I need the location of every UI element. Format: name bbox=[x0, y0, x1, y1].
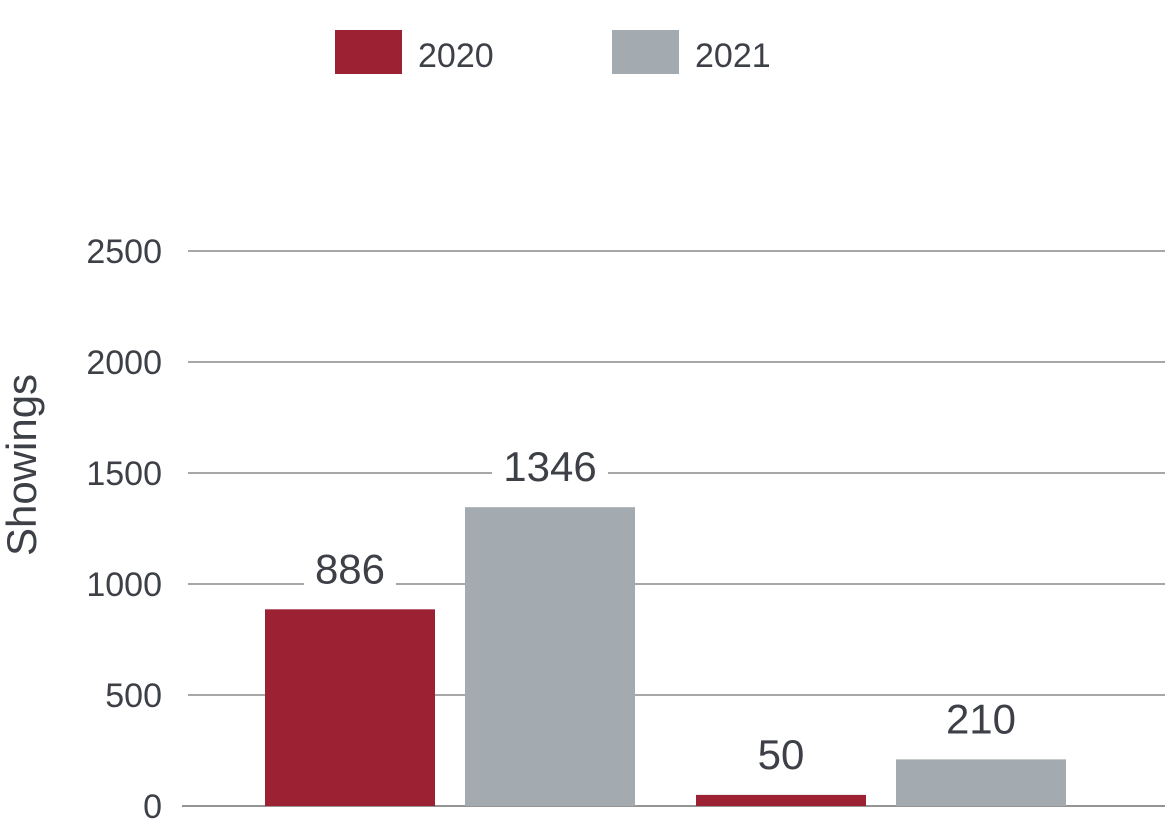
legend-swatch-2020 bbox=[335, 30, 402, 74]
y-axis-ticks: 0 500 1000 1500 2000 2500 bbox=[86, 233, 162, 822]
value-label-2021-1: 210 bbox=[946, 695, 1016, 742]
legend-swatch-2021 bbox=[612, 30, 679, 74]
bar-2021-1 bbox=[896, 759, 1066, 806]
value-label-2020-1: 50 bbox=[758, 731, 805, 778]
y-tick-label-2500: 2500 bbox=[86, 233, 162, 271]
bar-2021-0 bbox=[465, 507, 635, 806]
legend-label-2020: 2020 bbox=[418, 37, 494, 75]
bars bbox=[265, 507, 1066, 806]
bar-2020-0 bbox=[265, 609, 435, 806]
y-axis-title: Showings bbox=[0, 374, 45, 556]
y-tick-label-500: 500 bbox=[105, 677, 162, 715]
legend: 2020 2021 bbox=[335, 30, 771, 75]
y-tick-label-2000: 2000 bbox=[86, 344, 162, 382]
value-labels: 886 50 1346 210 bbox=[304, 443, 1027, 779]
value-label-bg-2020-1 bbox=[747, 732, 815, 779]
y-tick-label-1500: 1500 bbox=[86, 455, 162, 493]
y-tick-label-0: 0 bbox=[143, 788, 162, 822]
value-label-bg-2020-0 bbox=[304, 547, 396, 594]
value-label-2020-0: 886 bbox=[315, 545, 385, 592]
bar-2020-1 bbox=[696, 794, 866, 806]
legend-label-2021: 2021 bbox=[695, 37, 771, 75]
value-label-bg-2021-1 bbox=[935, 697, 1027, 744]
y-tick-label-1000: 1000 bbox=[86, 566, 162, 604]
value-label-2021-0: 1346 bbox=[503, 443, 596, 490]
value-label-bg-2021-0 bbox=[492, 445, 608, 492]
